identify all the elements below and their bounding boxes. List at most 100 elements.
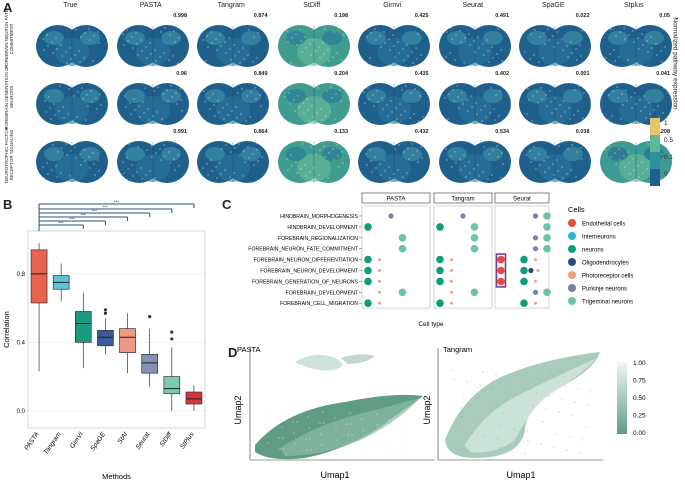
brain-speckle bbox=[528, 99, 530, 101]
brain-speckle bbox=[369, 149, 371, 151]
brain-speckle bbox=[124, 106, 127, 108]
brain-speckle bbox=[574, 89, 576, 91]
brain-speckle bbox=[627, 162, 630, 164]
legend-tick: 0.1 bbox=[664, 154, 674, 161]
brain-speckle bbox=[297, 106, 300, 108]
brain-speckle bbox=[318, 149, 321, 151]
brain-speckle bbox=[406, 44, 408, 46]
brain-speckle bbox=[607, 94, 610, 96]
brain-speckle bbox=[606, 119, 609, 121]
brain-speckle bbox=[176, 154, 179, 156]
panel-a-legend: Normalized pathway expression bbox=[660, 0, 685, 190]
brain-speckle bbox=[58, 110, 60, 112]
brain-speckle bbox=[205, 60, 207, 62]
brain-section bbox=[197, 25, 269, 67]
brain-speckle bbox=[222, 107, 224, 109]
x-tick-label: Tangram bbox=[43, 431, 64, 456]
brain-section bbox=[197, 141, 269, 183]
brain-speckle bbox=[122, 172, 125, 174]
umap-point bbox=[319, 422, 321, 424]
umap-point bbox=[540, 443, 542, 445]
brain-speckle bbox=[397, 169, 399, 171]
brain-speckle bbox=[310, 105, 313, 107]
brain-speckle bbox=[481, 171, 484, 173]
umap-point bbox=[309, 438, 311, 440]
brain-speckle bbox=[636, 37, 639, 39]
brain-speckle bbox=[455, 85, 458, 87]
brain-speckle bbox=[149, 145, 152, 147]
brain-speckle bbox=[376, 90, 378, 92]
brain-speckle bbox=[382, 108, 384, 110]
brain-speckle bbox=[534, 157, 536, 159]
brain-speckle bbox=[566, 173, 568, 175]
brain-speckle bbox=[537, 102, 539, 104]
brain-speckle bbox=[580, 55, 582, 57]
legend-color-block bbox=[650, 152, 660, 169]
colorbar-tick: 0.00 bbox=[633, 430, 646, 437]
correlation-score: 0.133 bbox=[334, 129, 348, 135]
brain-speckle bbox=[421, 29, 423, 31]
brain-speckle bbox=[207, 46, 209, 48]
brain-section bbox=[599, 141, 672, 183]
brain-speckle bbox=[538, 61, 540, 63]
brain-speckle bbox=[535, 168, 537, 170]
brain-cortex-left bbox=[205, 31, 225, 45]
brain-speckle bbox=[221, 148, 223, 150]
box bbox=[74, 311, 92, 343]
umap-point bbox=[569, 436, 571, 438]
umap-point bbox=[376, 413, 378, 415]
brain-speckle bbox=[294, 161, 297, 163]
legend-color-block bbox=[650, 135, 660, 152]
brain-speckle bbox=[121, 161, 124, 163]
brain-speckle bbox=[524, 143, 526, 145]
x-tick-label: StDiff bbox=[159, 430, 175, 448]
umap-point bbox=[516, 415, 518, 417]
cell-dot bbox=[388, 213, 394, 219]
brain-speckle bbox=[77, 91, 79, 93]
brain-speckle bbox=[491, 57, 494, 59]
facet-panel bbox=[433, 205, 493, 309]
brain-speckle bbox=[529, 58, 531, 60]
brain-speckle bbox=[579, 44, 581, 46]
cell-dot bbox=[364, 277, 372, 286]
brain-speckle bbox=[616, 97, 619, 99]
brain-speckle bbox=[326, 49, 329, 51]
pathway-label: FOREBRAIN_NEURON_DIFFERENTIATION bbox=[253, 258, 358, 264]
brain-speckle bbox=[663, 174, 666, 176]
method-header: Tangram bbox=[217, 2, 245, 9]
brain-speckle bbox=[290, 165, 293, 167]
cell-dot bbox=[543, 244, 551, 253]
umap-point bbox=[500, 425, 502, 427]
umap-point bbox=[498, 447, 500, 449]
brain-speckle bbox=[292, 99, 295, 101]
brain-speckle bbox=[640, 161, 643, 163]
brain-speckle bbox=[335, 52, 338, 54]
brain-speckle bbox=[457, 107, 460, 109]
umap-point bbox=[322, 411, 324, 413]
umap-point bbox=[545, 408, 547, 410]
brain-speckle bbox=[527, 88, 529, 90]
umap-point bbox=[521, 380, 523, 382]
brain-speckle bbox=[228, 37, 230, 39]
brain-speckle bbox=[392, 34, 394, 36]
brain-speckle bbox=[70, 58, 72, 60]
brain-speckle bbox=[324, 115, 327, 117]
brain-speckle bbox=[49, 107, 51, 109]
brain-speckle bbox=[547, 28, 549, 30]
cell-dot bbox=[436, 255, 444, 264]
umap-point bbox=[351, 434, 353, 436]
brain-speckle bbox=[239, 154, 241, 156]
brain-speckle bbox=[484, 116, 487, 118]
brain-cortex-left bbox=[44, 147, 64, 161]
brain-speckle bbox=[533, 54, 535, 56]
brain-speckle bbox=[44, 100, 46, 102]
brain-cortex-left bbox=[446, 147, 467, 161]
brain-speckle bbox=[577, 110, 579, 112]
correlation-score: 0.001 bbox=[575, 71, 590, 77]
brain-speckle bbox=[327, 60, 330, 62]
brain-speckle bbox=[311, 116, 314, 118]
brain-speckle bbox=[555, 108, 557, 110]
umap-point bbox=[279, 448, 281, 450]
umap-point bbox=[389, 430, 391, 432]
brain-section bbox=[277, 141, 350, 183]
